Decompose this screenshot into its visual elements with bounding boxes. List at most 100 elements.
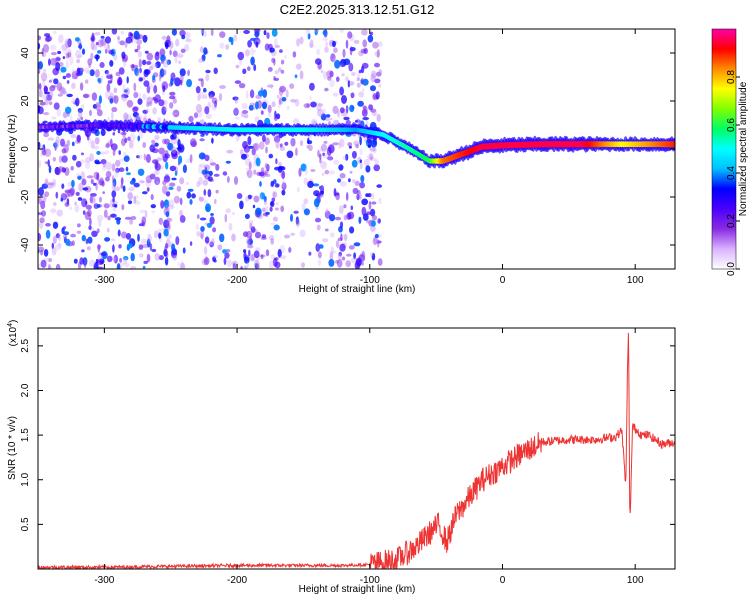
spectrogram-speckle <box>42 44 50 53</box>
spectrogram-speckle <box>281 97 287 102</box>
spectrogram-speckle <box>60 138 65 147</box>
spectrogram-speckle <box>138 77 143 82</box>
spectrogram-speckle <box>103 209 108 218</box>
spectrogram-speckle <box>154 252 161 261</box>
spectrogram-speckle <box>42 52 47 58</box>
spectrogram-speckle <box>378 197 382 205</box>
spectrogram-speckle <box>273 224 280 231</box>
spectrogram-speckle <box>203 87 207 93</box>
spectrogram-speckle <box>100 38 107 46</box>
spectrogram-speckle <box>165 191 171 197</box>
spectrogram-speckle <box>189 199 193 205</box>
spectrogram-speckle <box>48 101 53 106</box>
spectrogram-speckle <box>222 171 228 176</box>
spectrogram-speckle <box>44 178 49 187</box>
spectrogram-speckle <box>290 137 296 147</box>
spectrogram-speckle <box>369 156 373 160</box>
spectrogram-speckle <box>125 166 129 172</box>
spectrogram-speckle <box>195 224 200 230</box>
spectrogram-speckle <box>121 92 128 102</box>
spectrogram-speckle <box>111 175 115 184</box>
spectrogram-speckle <box>48 79 53 83</box>
spectrogram-speckle <box>324 228 329 232</box>
spectrogram-speckle <box>179 215 186 223</box>
spectrogram-speckle <box>371 70 377 79</box>
spectrogram-speckle <box>40 249 44 256</box>
spectrogram-speckle <box>106 255 113 263</box>
x-tick-label: -200 <box>227 275 247 286</box>
spectrogram-speckle <box>327 76 332 81</box>
spectrogram-speckle <box>153 84 158 94</box>
spectrogram-speckle <box>196 181 201 188</box>
spectrogram-speckle <box>125 233 132 240</box>
spectrogram-speckle <box>250 226 256 234</box>
spectrogram-speckle <box>376 113 381 122</box>
spectrogram-speckle <box>70 134 77 139</box>
spectrogram-speckle <box>42 68 47 73</box>
spectrogram-speckle <box>329 214 336 222</box>
spectrogram-speckle <box>105 176 110 182</box>
spectrogram-speckle <box>184 32 191 39</box>
spectrogram-speckle <box>163 190 167 195</box>
spectrogram-speckle <box>341 73 345 77</box>
spectrogram-speckle <box>301 202 306 212</box>
spectrogram-speckle <box>336 258 343 268</box>
spectrogram-speckle <box>199 91 205 99</box>
spectrogram-speckle <box>296 38 300 47</box>
spectrogram-speckle <box>159 68 165 78</box>
spectrogram-speckle <box>204 246 208 255</box>
spectrogram-speckle <box>261 234 267 239</box>
spectrogram-speckle <box>136 155 140 159</box>
spectrogram-speckle <box>115 167 120 173</box>
spectrogram-speckle <box>87 58 93 66</box>
snr-panel: -300 -200 -100 0 100 0.5 1.0 1.5 2.0 2.5 Height … <box>7 320 676 595</box>
chart-title: C2E2.2025.313.12.51.G12 <box>280 2 435 17</box>
spectrogram-speckle <box>176 185 182 192</box>
spectrogram-speckle <box>372 147 377 154</box>
spectrogram-speckle <box>121 95 125 100</box>
spectrogram-speckle <box>372 237 378 246</box>
spectrogram-speckle <box>309 39 314 49</box>
spectrogram-speckle <box>51 116 57 120</box>
spectrogram-speckle <box>351 159 358 168</box>
spectrogram-speckle <box>78 109 83 118</box>
spectrogram-speckle <box>95 54 99 62</box>
spectrogram-speckle <box>345 39 349 49</box>
spectrogram-speckle <box>299 229 306 238</box>
spectrogram-speckle <box>300 163 307 172</box>
spectrogram-speckle <box>163 199 170 209</box>
spectrogram-speckle <box>71 141 75 147</box>
spectrogram-speckle <box>309 96 312 100</box>
spectrogram-speckle <box>127 200 133 205</box>
spectrogram-speckle <box>329 117 333 121</box>
spectrogram-speckle <box>174 77 181 87</box>
spectrogram-speckle <box>283 234 291 239</box>
spectrogram-speckle <box>280 205 285 213</box>
spectrogram-speckle <box>172 98 177 104</box>
spectrogram-speckle <box>178 155 183 164</box>
spectrogram-speckle <box>56 108 61 117</box>
spectrogram-speckle <box>140 238 147 244</box>
spectrogram-speckle <box>171 29 177 36</box>
spectrogram-speckle <box>321 144 326 152</box>
spectrogram-speckle <box>374 78 381 84</box>
spectrogram-speckle <box>316 48 321 56</box>
spectrogram-speckle <box>106 71 111 76</box>
spectrogram-speckle <box>295 216 299 225</box>
spectrogram-speckle <box>269 200 275 208</box>
spectrogram-speckle <box>250 56 255 66</box>
spectrogram-speckle <box>322 29 327 36</box>
spectrogram-speckle <box>166 35 171 44</box>
spectrogram-speckle <box>296 63 302 70</box>
spectrogram-speckle <box>165 211 170 218</box>
spectrogram-speckle <box>139 253 144 258</box>
spectrogram-speckle <box>245 196 249 202</box>
spectrogram-speckle <box>146 102 150 108</box>
spectrogram-speckle <box>86 246 91 251</box>
spectrogram-speckle <box>164 138 171 145</box>
spectrogram-speckle <box>57 166 65 173</box>
spectrogram-speckle <box>260 254 264 260</box>
spectrogram-speckle <box>355 257 362 267</box>
spectrogram-speckle <box>96 214 104 222</box>
spectrogram-speckle <box>83 259 87 269</box>
